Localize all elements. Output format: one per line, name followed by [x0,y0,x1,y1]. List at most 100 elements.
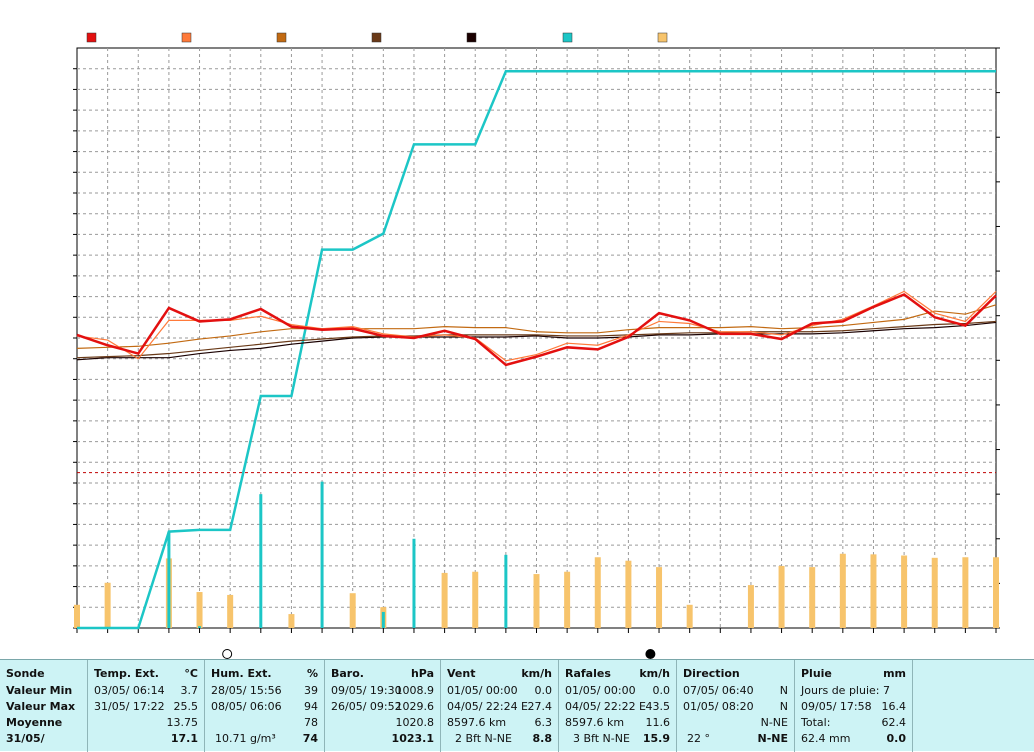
pluie-total: 62.4 [881,716,907,729]
direction-current: N-NE [757,732,789,745]
sunshine-bar [104,582,111,628]
pluie-total-label: Total: [801,716,831,729]
legend-swatch [86,32,97,43]
baro-unit: hPa [410,667,434,680]
temp-max-time: 31/05/ 17:22 [94,700,165,713]
temp-column: Temp. Ext. °C 03/05/ 06:14 3.7 31/05/ 17… [88,660,205,752]
moon-phase-icon [222,649,233,659]
hum-title: Hum. Ext. [211,667,272,680]
rafales-title: Rafales [565,667,611,680]
hum-current: 74 [302,732,318,745]
temp-title: Temp. Ext. [94,667,159,680]
rafales-current: 15.9 [642,732,670,745]
baro-column: Baro. hPa 09/05/ 19:30 1008.9 26/05/ 09:… [325,660,441,752]
baro-avg: 1020.8 [395,716,435,729]
rain-bar [412,538,416,628]
legend-swatch [181,32,192,43]
sonde-column: Sonde Valeur Min Valeur Max Moyenne 31/0… [0,660,88,752]
hum-column: Hum. Ext. % 28/05/ 15:56 39 08/05/ 06:06… [205,660,325,752]
temp-min-time: 03/05/ 06:14 [94,684,165,697]
rafales-max-val: 43.5 [645,700,671,713]
row-label-max: Valeur Max [6,700,76,713]
hum-avg: 78 [304,716,318,729]
vent-unit: km/h [521,667,552,680]
sunshine-bar [686,604,693,628]
vent-max-time: 04/05/ 22:24 [447,700,518,713]
rafales-column: Rafales km/h 01/05/ 00:00 0.0 04/05/ 22:… [559,660,677,752]
sunshine-bar [288,614,295,628]
legend-swatch [657,32,668,43]
line-temp-10cm [76,304,997,349]
baro-max-val: 1029.6 [395,700,435,713]
rain-bar [320,481,324,628]
sunshine-bar [196,592,203,628]
sunshine-bar [472,571,479,628]
direction-avg: N-NE [760,716,788,729]
sunshine-bar [901,555,908,628]
sunshine-bar [625,560,632,628]
temp-max-val: 25.5 [173,700,199,713]
hum-abs: 10.71 g/m³ [215,732,276,745]
chart-svg [73,32,1000,659]
baro-max-time: 26/05/ 09:52 [331,700,402,713]
sunshine-bar [441,572,448,628]
baro-min-val: 1008.9 [395,684,435,697]
vent-min-val: 0.0 [534,684,553,697]
vent-min-time: 01/05/ 00:00 [447,684,518,697]
rafales-min-time: 01/05/ 00:00 [565,684,636,697]
sunshine-bar [839,553,846,628]
pluie-month: 62.4 mm [801,732,851,745]
rafales-dist: 8597.6 km [565,716,625,729]
legend-swatch [276,32,287,43]
rafales-min-val: 0.0 [652,684,671,697]
rafales-bft: 3 Bft N-NE [573,732,630,745]
rain-bar [167,531,171,628]
rafales-unit: km/h [639,667,670,680]
pluie-max-val: 16.4 [881,700,907,713]
line-temp-ext- [76,293,997,367]
line-temp-50cm [76,321,997,361]
hum-min-val: 39 [304,684,318,697]
vent-max-dir: E [521,700,528,713]
line-temp-30cm [76,320,997,359]
sunshine-bar [747,585,754,628]
sonde-header: Sonde [6,667,45,680]
rain-bar [381,611,385,628]
temp-current: 17.1 [170,732,198,745]
baro-title: Baro. [331,667,364,680]
pluie-days: Jours de pluie: 7 [801,684,890,697]
sunshine-bar [962,557,969,628]
direction-min-time: 07/05/ 06:40 [683,684,754,697]
vent-current: 8.8 [532,732,553,745]
temp-unit: °C [184,667,198,680]
direction-deg: 22 ° [687,732,710,745]
hum-max-val: 94 [304,700,318,713]
pluie-column: Pluie mm Jours de pluie: 7 09/05/ 17:58 … [795,660,913,752]
sunshine-bar [778,565,785,628]
direction-max-time: 01/05/ 08:20 [683,700,754,713]
vent-avg: 6.3 [534,716,553,729]
sunshine-bar [870,554,877,628]
rain-bar [504,554,508,628]
hum-max-time: 08/05/ 06:06 [211,700,282,713]
sunshine-bar [809,567,816,628]
pluie-current: 0.0 [886,732,907,745]
row-label-min: Valeur Min [6,684,73,697]
pluie-title: Pluie [801,667,832,680]
summary-panel: Sonde Valeur Min Valeur Max Moyenne 31/0… [0,659,1034,752]
weather-chart [73,32,1000,659]
row-label-date: 31/05/ [6,732,45,745]
direction-column: Direction 07/05/ 06:40 N 01/05/ 08:20 N … [677,660,795,752]
vent-max-val: 27.4 [527,700,553,713]
moon-phase-icon [645,649,656,659]
rafales-max-time: 04/05/ 22:22 [565,700,636,713]
temp-min-val: 3.7 [180,684,199,697]
direction-min-val: N [779,684,788,697]
sunshine-bar [533,574,540,628]
baro-min-time: 09/05/ 19:30 [331,684,402,697]
sunshine-bar [931,557,938,628]
vent-column: Vent km/h 01/05/ 00:00 0.0 04/05/ 22:24 … [441,660,559,752]
vent-bft: 2 Bft N-NE [455,732,512,745]
direction-max-val: N [779,700,788,713]
baro-current: 1023.1 [391,732,434,745]
